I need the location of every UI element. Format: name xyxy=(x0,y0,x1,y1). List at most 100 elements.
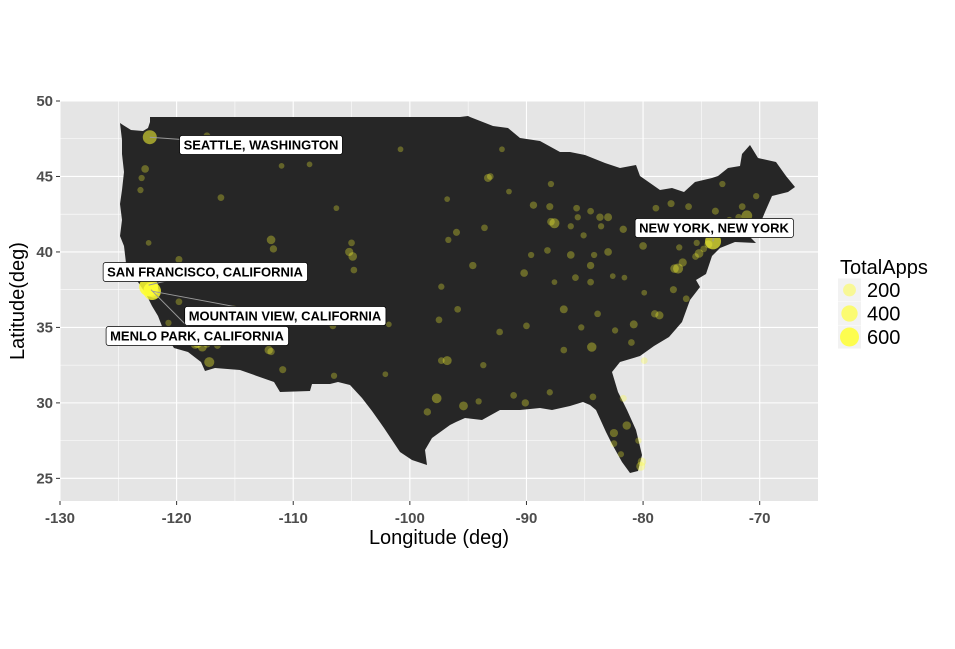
data-point xyxy=(628,339,635,346)
data-point xyxy=(145,240,152,246)
data-point xyxy=(641,289,648,296)
data-point xyxy=(397,146,404,153)
data-point xyxy=(438,283,445,290)
data-point xyxy=(574,214,581,221)
city-label-text: SEATTLE, WASHINGTON xyxy=(184,138,339,153)
data-point xyxy=(567,223,574,230)
data-point xyxy=(520,269,528,277)
x-tick-label: -110 xyxy=(279,510,308,527)
data-point xyxy=(700,245,708,253)
x-tick-label: -70 xyxy=(749,510,771,527)
data-point xyxy=(266,235,276,245)
data-point xyxy=(475,398,482,405)
data-point xyxy=(566,251,575,259)
data-point xyxy=(165,319,172,327)
data-point xyxy=(204,357,215,368)
data-point xyxy=(138,174,145,182)
city-label: SAN FRANCISCO, CALIFORNIA xyxy=(102,262,308,282)
city-label-text: SAN FRANCISCO, CALIFORNIA xyxy=(107,265,303,280)
data-point xyxy=(693,239,700,247)
data-point xyxy=(278,163,285,169)
data-point xyxy=(652,204,660,212)
legend-key-point xyxy=(843,283,856,297)
city-label-text: MENLO PARK, CALIFORNIA xyxy=(110,329,284,344)
legend-entry-label: 400 xyxy=(867,304,900,326)
data-point xyxy=(639,242,647,250)
data-point xyxy=(611,327,619,334)
data-point xyxy=(559,305,568,314)
city-label-box xyxy=(184,306,387,326)
data-point xyxy=(442,356,452,366)
data-point xyxy=(333,205,340,212)
y-tick-label: 25 xyxy=(36,470,53,487)
data-point xyxy=(348,252,358,261)
data-point xyxy=(547,180,555,188)
data-point xyxy=(141,165,149,173)
data-point xyxy=(527,251,535,259)
x-tick-label: -80 xyxy=(632,510,654,527)
data-point xyxy=(496,328,503,336)
usa-map-shape xyxy=(120,116,795,473)
city-label-box xyxy=(179,135,343,155)
data-point xyxy=(655,311,664,320)
data-point xyxy=(667,200,675,208)
data-point xyxy=(589,393,597,401)
data-point xyxy=(510,391,517,399)
data-point xyxy=(678,258,687,267)
x-axis-ticks: -130 -120 -110 -100 -90 -80 -70 xyxy=(45,501,771,527)
data-point xyxy=(459,401,468,411)
data-point xyxy=(704,240,713,249)
x-tick-label: -120 xyxy=(162,510,192,527)
data-point xyxy=(452,228,461,236)
data-point xyxy=(382,371,389,378)
data-point xyxy=(551,279,558,285)
y-tick-label: 40 xyxy=(36,244,53,261)
legend-key-point xyxy=(841,305,858,322)
data-point xyxy=(629,320,638,329)
data-point xyxy=(673,263,684,274)
data-point xyxy=(521,399,529,407)
data-point xyxy=(676,244,683,251)
data-point xyxy=(431,393,442,404)
city-label: MENLO PARK, CALIFORNIA xyxy=(105,326,289,346)
data-point xyxy=(609,273,616,279)
data-point xyxy=(480,362,487,369)
data-point xyxy=(586,261,595,270)
x-tick-label: -90 xyxy=(516,510,538,527)
legend-key-background xyxy=(838,278,861,302)
data-point xyxy=(469,261,477,270)
data-point xyxy=(685,203,692,211)
y-axis-ticks: 25 30 35 40 45 50 xyxy=(36,93,60,487)
data-point xyxy=(609,428,619,438)
data-point xyxy=(573,204,580,212)
data-point xyxy=(637,457,647,466)
data-point xyxy=(506,188,512,195)
data-point xyxy=(590,251,598,259)
data-point xyxy=(175,298,183,306)
data-point xyxy=(350,266,358,274)
data-point xyxy=(619,225,627,233)
data-point xyxy=(435,316,443,324)
data-point xyxy=(719,180,726,188)
y-axis-title: Latitude(deg) xyxy=(7,242,29,360)
data-point xyxy=(635,437,642,444)
x-axis-title: Longitude (deg) xyxy=(369,527,509,549)
data-point xyxy=(269,245,278,253)
data-point xyxy=(572,274,579,281)
city-label-box xyxy=(634,218,794,238)
data-point xyxy=(445,236,452,244)
data-point xyxy=(694,249,704,258)
data-point xyxy=(669,286,677,294)
y-tick-label: 45 xyxy=(36,168,53,185)
x-tick-label: -100 xyxy=(395,510,425,527)
data-point xyxy=(580,232,587,239)
data-point xyxy=(137,186,144,194)
data-point xyxy=(484,174,492,182)
data-point xyxy=(587,342,597,352)
data-point xyxy=(610,440,618,447)
data-point xyxy=(499,146,505,153)
data-point xyxy=(587,207,594,215)
